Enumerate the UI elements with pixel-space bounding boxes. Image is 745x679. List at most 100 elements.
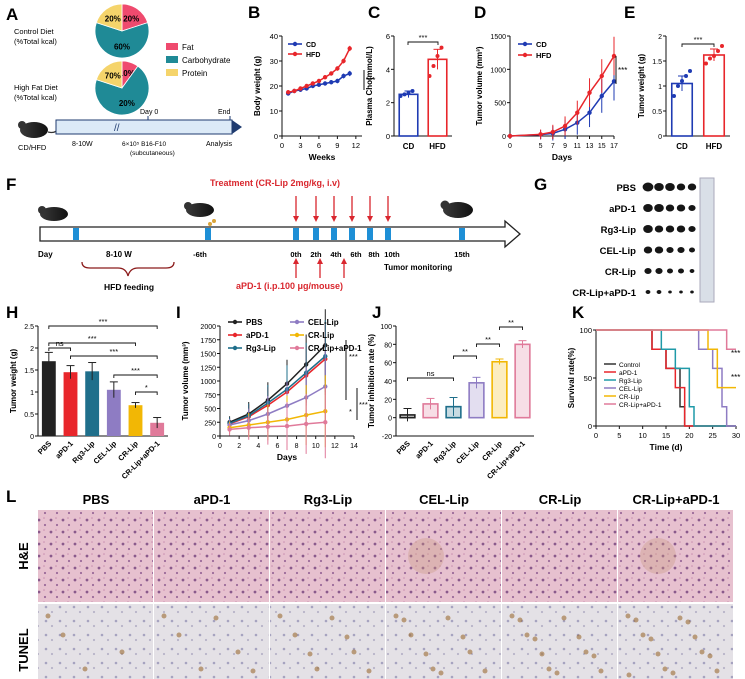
- tunel-positive-cell: [554, 670, 560, 676]
- y-axis-label: Body weight (g): [253, 56, 262, 116]
- tunel-positive-cell: [314, 666, 320, 672]
- legend-label: CD: [306, 42, 316, 49]
- histology-col-title: CEL-Lip: [419, 492, 469, 507]
- y-axis-label: Tumor weight (g): [9, 349, 18, 414]
- pie-label: 70%: [105, 71, 121, 80]
- tunel-positive-cell: [119, 649, 125, 655]
- tunel-positive-cell: [524, 632, 530, 638]
- bar-hfd: [427, 58, 448, 137]
- timeline-tick: [349, 228, 355, 240]
- scatter-point: [435, 54, 440, 58]
- tunel-positive-cell: [517, 617, 523, 623]
- legend-label: CR-Lip: [619, 394, 640, 401]
- y-tick-label: 1000: [490, 67, 506, 74]
- tumor: [668, 290, 672, 294]
- series-line-rg3-lip: [596, 329, 736, 427]
- y-tick-label: 1: [30, 390, 34, 397]
- y-tick-label: 60: [384, 361, 392, 368]
- tumor-photo-grid: PBS aPD-1 Rg3-Lip CEL-Lip CR-Lip CR-Lip+aPD-1: [572, 182, 697, 299]
- histology-col-title: aPD-1: [194, 492, 231, 507]
- category-label: CEL-Lip: [92, 439, 119, 466]
- legend-label: aPD-1: [246, 331, 269, 340]
- x-tick-label: 0: [594, 431, 598, 440]
- series-line-pbs: [229, 344, 326, 423]
- significance-label: ***: [131, 366, 140, 375]
- bar-cr-lip-apd-1: [150, 422, 165, 436]
- y-tick-label: 750: [204, 393, 216, 400]
- significance-label: *: [145, 383, 148, 392]
- tumor-row-label: Rg3-Lip: [601, 225, 637, 236]
- he-image: [154, 510, 269, 602]
- pie-label: 10%: [119, 69, 135, 78]
- significance-label: ns: [427, 369, 435, 378]
- tunel-positive-cell: [213, 615, 219, 621]
- significance-label: ***: [618, 66, 627, 75]
- he-necrosis-area: [640, 538, 676, 574]
- scatter-point: [704, 61, 708, 66]
- tumor: [667, 268, 673, 274]
- tunel-positive-cell: [235, 649, 241, 655]
- timeline-tick: [293, 228, 299, 240]
- chart-i: 0 250 500 750 1000 1250 1500 1750 2000 Tumor volu…: [181, 309, 368, 462]
- significance-bracket: [407, 41, 439, 45]
- apd1-arrow-head: [341, 258, 347, 264]
- scatter-point: [439, 45, 444, 50]
- tunel-positive-cell: [401, 617, 407, 623]
- tunel-positive-cell: [640, 632, 646, 638]
- category-label: PBS: [36, 439, 53, 456]
- y-tick-label: 6: [386, 32, 390, 41]
- timeline-f-arrow: [39, 219, 521, 249]
- significance-label: ***: [359, 400, 368, 409]
- pie-slice-carbohydrate: [94, 65, 150, 116]
- x-tick-label: 7: [551, 143, 555, 150]
- tunel-positive-cell: [583, 649, 589, 655]
- tunel-positive-cell: [546, 666, 552, 672]
- tunel-positive-cell: [714, 668, 720, 674]
- tunel-positive-cell: [250, 668, 256, 674]
- bar-cr-lip: [128, 405, 143, 436]
- y-tick-label: 1750: [200, 338, 216, 345]
- y-tick-label: 100: [579, 326, 592, 335]
- y-tick-label: 0: [30, 434, 34, 441]
- tumor: [689, 269, 695, 273]
- significance-label: **: [462, 347, 468, 356]
- significance-bracket: [135, 391, 158, 395]
- y-tick-label: 40: [270, 32, 278, 41]
- day-tick-label: 0th: [290, 250, 302, 259]
- significance-bracket: [48, 325, 158, 329]
- timeline-a-bar: [55, 119, 233, 135]
- tumor: [678, 268, 684, 274]
- series-line-rg3-lip: [229, 355, 326, 425]
- tunel-positive-cell: [460, 634, 466, 640]
- x-tick-label: 25: [708, 431, 716, 440]
- tunel-positive-cell: [82, 666, 88, 672]
- tunel-positive-cell: [292, 632, 298, 638]
- timeline-tick: [73, 228, 79, 240]
- tunel-positive-cell: [45, 613, 51, 619]
- scatter-point: [712, 54, 716, 58]
- bar-fill: [515, 344, 530, 418]
- tunel-positive-cell: [198, 666, 204, 672]
- tunel-image: [270, 604, 385, 679]
- inoculation-label-1: 6×10⁵ B16-F10: [122, 141, 166, 148]
- significance-label: ***: [694, 35, 703, 44]
- significance-label: ***: [366, 76, 375, 85]
- he-image: [270, 510, 385, 602]
- he-image: [386, 510, 501, 602]
- legend-label: CR-Lip+aPD-1: [308, 344, 362, 353]
- tunel-positive-cell: [430, 666, 436, 672]
- x-axis-label: Time (d): [650, 442, 683, 452]
- day-tick-label: -6th: [193, 250, 207, 259]
- tumor: [643, 225, 653, 233]
- y-tick-label: 500: [204, 407, 216, 414]
- scatter-point: [672, 94, 676, 98]
- legend-marker: [232, 345, 238, 351]
- tumor: [665, 225, 675, 233]
- legend-fat-swatch: [166, 43, 178, 50]
- x-tick-label: 11: [574, 143, 581, 150]
- category-label: CEL-Lip: [454, 439, 481, 466]
- tunel-positive-cell: [161, 613, 167, 619]
- panel-letter-k: K: [572, 303, 585, 322]
- tunel-positive-cell: [561, 615, 567, 621]
- feeding-span: 8-10 W: [106, 250, 132, 259]
